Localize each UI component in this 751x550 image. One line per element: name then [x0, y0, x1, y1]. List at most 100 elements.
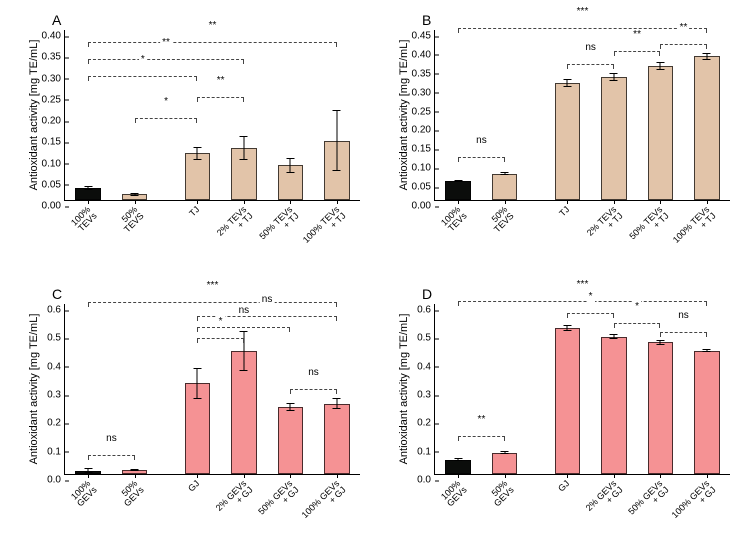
significance-bracket [88, 59, 244, 60]
significance-label: * [162, 96, 170, 107]
y-tick: 0.5 [417, 333, 435, 344]
significance-label: ns [260, 294, 275, 305]
significance-bracket [88, 76, 197, 77]
y-tick: 0.4 [47, 361, 65, 372]
error-bar [567, 79, 568, 87]
y-tick: 0.0 [417, 475, 435, 486]
panel-label-C: C [52, 286, 62, 302]
x-tick-label: 100%TEVs [440, 205, 469, 234]
error-bar [88, 468, 89, 474]
significance-label: ns [583, 42, 598, 53]
significance-label: * [217, 316, 225, 327]
y-axis-label: Antioxidant activity [mg TE/mL] [398, 30, 410, 200]
error-bar [134, 193, 135, 196]
x-tick-label: 2% TEVs+ TJ [215, 205, 254, 244]
bar [648, 342, 674, 474]
error-bar [243, 136, 244, 160]
x-tick-label: 100% GEVs+ GJ [670, 479, 717, 526]
y-tick: 0.6 [47, 305, 65, 316]
significance-bracket [197, 97, 243, 98]
x-tick-label: 2% GEVs+ GJ [584, 479, 624, 519]
bar [492, 174, 518, 200]
x-tick-mark [707, 474, 708, 478]
bar [601, 337, 627, 474]
x-tick-mark [458, 200, 459, 204]
significance-label: *** [575, 6, 591, 17]
x-tick-label: 100%GEVs [440, 479, 469, 508]
x-tick-label: TJ [188, 205, 201, 218]
x-tick-label: 2% TEVs+ TJ [585, 205, 624, 244]
panel-B: B0.000.050.100.150.200.250.300.350.400.4… [384, 12, 738, 262]
error-bar [660, 340, 661, 345]
significance-label: ** [678, 22, 690, 33]
y-tick: 0.3 [47, 390, 65, 401]
bar [445, 460, 471, 474]
significance-bracket [290, 389, 336, 390]
x-tick-label: 100% GEVs+ GJ [300, 479, 347, 526]
x-tick-label: 50% TEVs+ TJ [628, 205, 671, 248]
x-tick-label: 2% GEVs+ GJ [214, 479, 254, 519]
significance-label: ** [207, 20, 219, 31]
x-tick-label: 50%TEVS [116, 205, 145, 234]
y-tick: 0.20 [42, 116, 65, 127]
y-axis-label: Antioxidant activity [mg TE/mL] [28, 304, 40, 474]
bar [75, 188, 101, 200]
error-bar [613, 73, 614, 81]
x-tick-label: 50% TEVs+ TJ [258, 205, 301, 248]
y-tick: 0.10 [412, 163, 435, 174]
error-bar [706, 53, 707, 61]
error-bar [706, 349, 707, 352]
significance-bracket [567, 64, 613, 65]
significance-label: *** [205, 280, 221, 291]
x-tick-label: TJ [558, 205, 571, 218]
error-bar [660, 62, 661, 70]
significance-label: ** [160, 37, 172, 48]
bar [648, 66, 674, 200]
significance-label: ns [306, 367, 321, 378]
error-bar [197, 147, 198, 160]
error-bar [290, 158, 291, 173]
significance-bracket [567, 313, 613, 314]
panel-label-B: B [422, 12, 431, 28]
x-tick-mark [458, 474, 459, 478]
bar [324, 404, 350, 474]
x-tick-label: 50% GEVs+ GJ [257, 479, 301, 523]
significance-bracket [614, 51, 660, 52]
panel-C: C0.00.10.20.30.40.50.6100%GEVs50%GEVsGJ2… [14, 286, 368, 536]
y-tick: 0.10 [42, 158, 65, 169]
error-bar [88, 186, 89, 189]
x-tick-mark [505, 200, 506, 204]
x-tick-label: GJ [557, 479, 572, 494]
figure-root: A0.000.050.100.150.200.250.300.350.40100… [0, 0, 751, 550]
bar [694, 56, 720, 200]
x-tick-mark [290, 474, 291, 478]
y-tick: 0.40 [42, 31, 65, 42]
error-bar [504, 172, 505, 174]
significance-bracket [458, 301, 707, 302]
x-tick-mark [707, 200, 708, 204]
panel-label-D: D [422, 286, 432, 302]
x-tick-mark [660, 474, 661, 478]
bar [555, 83, 581, 200]
significance-label: ns [237, 305, 252, 316]
y-tick: 0.20 [412, 125, 435, 136]
x-tick-mark [197, 474, 198, 478]
significance-bracket [197, 327, 290, 328]
error-bar [336, 110, 337, 171]
x-tick-mark [135, 474, 136, 478]
error-bar [243, 331, 244, 371]
x-tick-label: GJ [187, 479, 202, 494]
bar [185, 153, 211, 200]
error-bar [197, 368, 198, 399]
x-tick-label: 100% TEVs+ TJ [671, 205, 717, 251]
y-tick: 0.45 [412, 31, 435, 42]
y-tick: 0.05 [412, 182, 435, 193]
panel-A: A0.000.050.100.150.200.250.300.350.40100… [14, 12, 368, 262]
x-tick-mark [244, 474, 245, 478]
y-tick: 0.40 [412, 49, 435, 60]
error-bar [458, 180, 459, 182]
y-tick: 0.00 [412, 201, 435, 212]
y-tick: 0.6 [417, 305, 435, 316]
y-tick: 0.30 [412, 87, 435, 98]
y-tick: 0.5 [47, 333, 65, 344]
